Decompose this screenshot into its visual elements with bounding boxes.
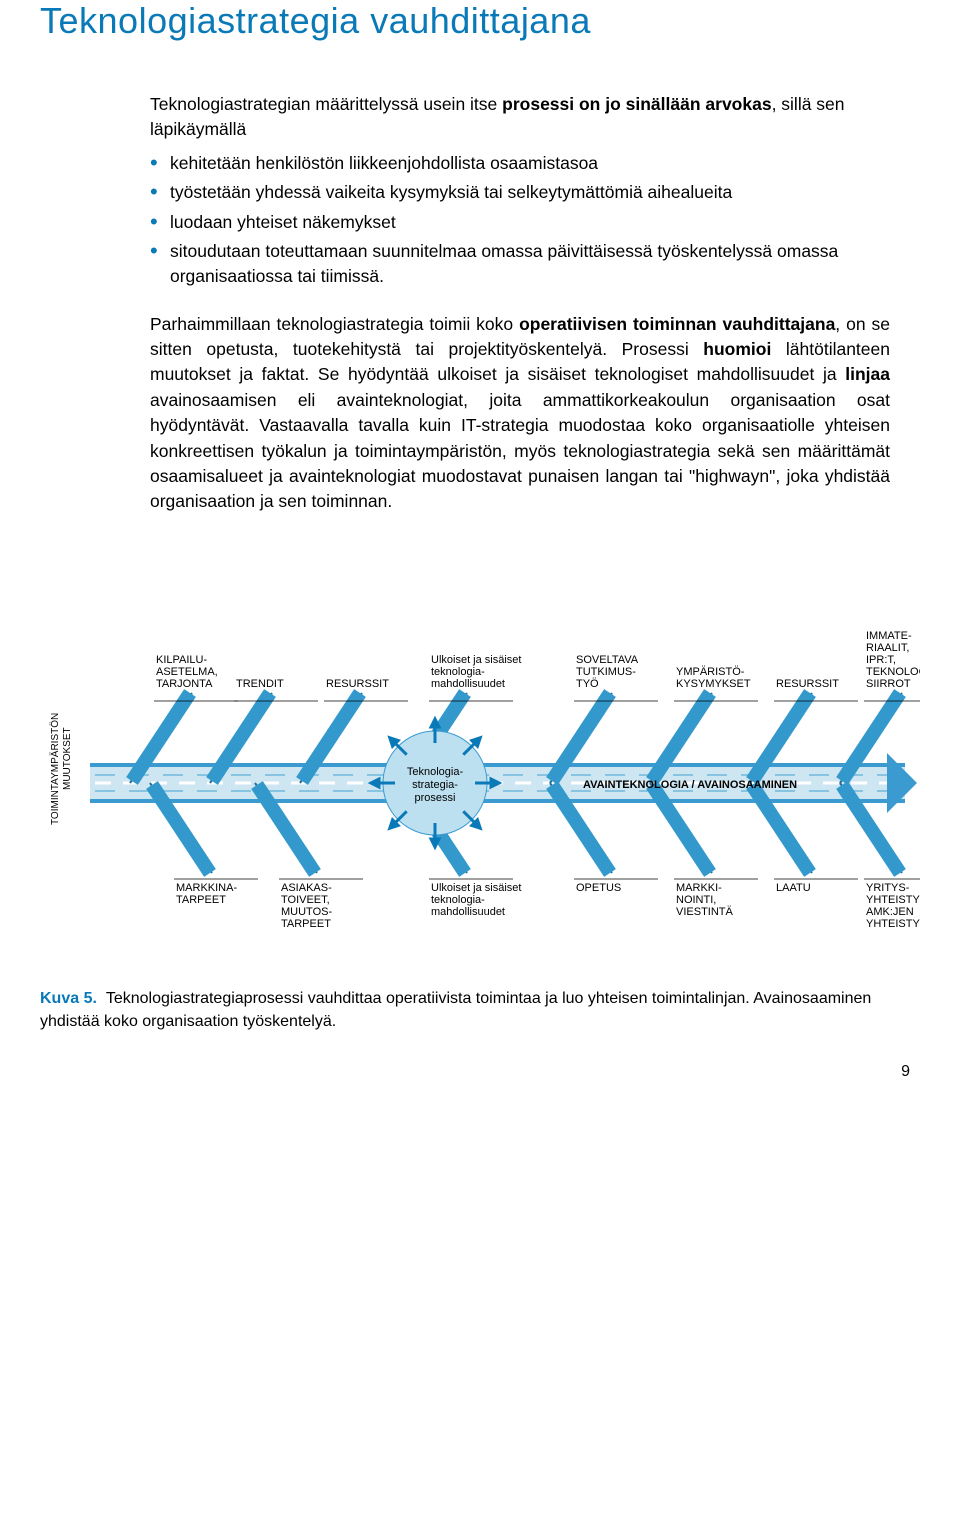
- hub-line-3: prosessi: [415, 792, 456, 804]
- svg-text:AMK:JEN: AMK:JEN: [866, 906, 914, 918]
- bullet-item: kehitetään henkilöstön liikkeenjohdollis…: [150, 151, 890, 176]
- top-bones: KILPAILU-ASETELMA,TARJONTA TRENDIT RESURSS…: [130, 630, 920, 783]
- svg-text:YMPÄRISTÖ-: YMPÄRISTÖ-: [676, 666, 745, 678]
- main-paragraph: Parhaimmillaan teknologiastrategia toimi…: [150, 312, 890, 515]
- svg-text:SIIRROT: SIIRROT: [866, 678, 911, 690]
- svg-text:YHTEISTYÖ,: YHTEISTYÖ,: [866, 894, 920, 906]
- svg-text:YHTEISTYÖ: YHTEISTYÖ: [866, 918, 920, 930]
- svg-text:TOIVEET,: TOIVEET,: [281, 894, 330, 906]
- svg-text:TUTKIMUS-: TUTKIMUS-: [576, 666, 636, 678]
- svg-text:Ulkoiset ja sisäiset: Ulkoiset ja sisäiset: [431, 654, 521, 666]
- lead-paragraph: Teknologiastrategian määrittelyssä usein…: [150, 92, 890, 143]
- hub: Teknologia- strategia- prosessi: [371, 719, 499, 847]
- spine-label: AVAINTEKNOLOGIA / AVAINOSAAMINEN: [583, 779, 797, 791]
- bottom-bones: MARKKINA-TARPEETASIAKAS-TOIVEET,MUUTOS-T…: [150, 783, 920, 930]
- body-text: Teknologiastrategian määrittelyssä usein…: [150, 92, 890, 515]
- figure-caption: Kuva 5. Teknologiastrategiaprosessi vauh…: [40, 987, 920, 1033]
- svg-text:MUUTOS-: MUUTOS-: [281, 906, 332, 918]
- bullet-list: kehitetään henkilöstön liikkeenjohdollis…: [150, 151, 890, 290]
- svg-text:TRENDIT: TRENDIT: [236, 678, 284, 690]
- svg-text:ASETELMA,: ASETELMA,: [156, 666, 218, 678]
- svg-text:OPETUS: OPETUS: [576, 882, 621, 894]
- svg-text:ASIAKAS-: ASIAKAS-: [281, 882, 332, 894]
- svg-text:RESURSSIT: RESURSSIT: [326, 678, 389, 690]
- svg-text:TARJONTA: TARJONTA: [156, 678, 213, 690]
- hub-line-2: strategia-: [412, 779, 458, 791]
- svg-text:mahdollisuudet: mahdollisuudet: [431, 678, 505, 690]
- svg-text:NOINTI,: NOINTI,: [676, 894, 716, 906]
- svg-text:MARKKI-: MARKKI-: [676, 882, 722, 894]
- bullet-item: sitoudutaan toteuttamaan suunnitelmaa om…: [150, 239, 890, 290]
- hub-line-1: Teknologia-: [407, 766, 464, 778]
- side-label-1: TOIMINTAYMPÄRISTÖN: [49, 712, 61, 824]
- page-number: 9: [40, 1063, 920, 1081]
- page-title: Teknologiastrategia vauhdittajana: [40, 0, 920, 42]
- svg-text:RIAALIT,: RIAALIT,: [866, 642, 909, 654]
- svg-text:mahdollisuudet: mahdollisuudet: [431, 906, 505, 918]
- svg-text:Ulkoiset ja sisäiset: Ulkoiset ja sisäiset: [431, 882, 521, 894]
- svg-text:IPR:T,: IPR:T,: [866, 654, 896, 666]
- svg-text:KILPAILU-: KILPAILU-: [156, 654, 207, 666]
- svg-text:TYÖ: TYÖ: [576, 678, 599, 690]
- bullet-item: työstetään yhdessä vaikeita kysymyksiä t…: [150, 180, 890, 205]
- bullet-item: luodaan yhteiset näkemykset: [150, 210, 890, 235]
- svg-text:SOVELTAVA: SOVELTAVA: [576, 654, 639, 666]
- svg-text:teknologia-: teknologia-: [431, 894, 485, 906]
- svg-text:YRITYS-: YRITYS-: [866, 882, 910, 894]
- svg-text:TEKNOLOGIA-: TEKNOLOGIA-: [866, 666, 920, 678]
- caption-text: Teknologiastrategiaprosessi vauhdittaa o…: [40, 990, 871, 1030]
- svg-text:TARPEET: TARPEET: [281, 918, 331, 930]
- fishbone-diagram: TOIMINTAYMPÄRISTÖN MUUTOKSET KILPAILU-AS…: [40, 575, 920, 1033]
- fishbone-svg: TOIMINTAYMPÄRISTÖN MUUTOKSET KILPAILU-AS…: [40, 575, 920, 975]
- side-label-2: MUUTOKSET: [62, 727, 73, 790]
- svg-text:VIESTINTÄ: VIESTINTÄ: [676, 906, 734, 918]
- svg-text:MARKKINA-: MARKKINA-: [176, 882, 237, 894]
- svg-text:LAATU: LAATU: [776, 882, 811, 894]
- svg-text:IMMATE-: IMMATE-: [866, 630, 912, 642]
- svg-text:KYSYMYKSET: KYSYMYKSET: [676, 678, 751, 690]
- caption-head: Kuva 5.: [40, 990, 97, 1007]
- svg-text:TARPEET: TARPEET: [176, 894, 226, 906]
- svg-text:teknologia-: teknologia-: [431, 666, 485, 678]
- svg-text:RESURSSIT: RESURSSIT: [776, 678, 839, 690]
